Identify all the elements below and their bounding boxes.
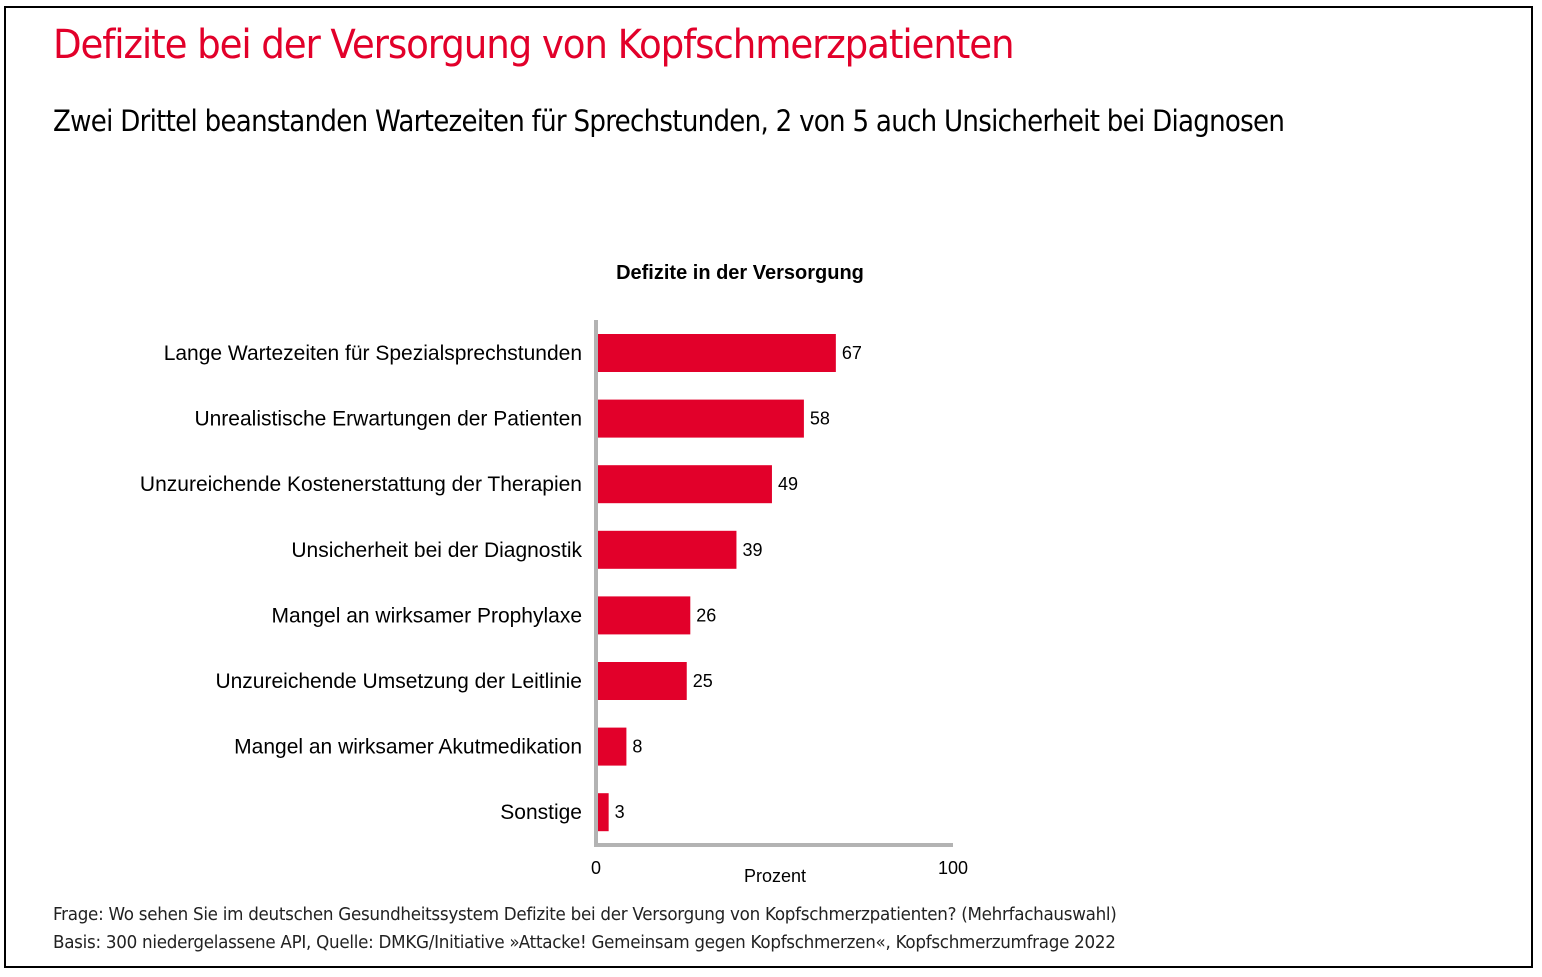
data-label: 39 [742,540,762,560]
bar [598,334,836,372]
footer-question: Frage: Wo sehen Sie im deutschen Gesundh… [53,904,1117,925]
page-subtitle: Zwei Drittel beanstanden Wartezeiten für… [53,104,1285,138]
chart-title: Defizite in der Versorgung [616,262,864,284]
category-label: Unzureichende Umsetzung der Leitlinie [215,670,582,693]
data-label: 58 [810,409,830,429]
category-label: Mangel an wirksamer Akutmedikation [234,736,582,759]
slide-frame [4,6,1533,968]
x-tick-label: 100 [938,858,968,878]
data-label: 25 [693,671,713,691]
data-label: 49 [778,474,798,494]
data-label: 8 [632,737,642,757]
x-axis-label: Prozent [744,866,806,886]
data-label: 3 [615,802,625,822]
bar [598,662,687,700]
x-tick-label: 0 [591,858,601,878]
footer-source: Basis: 300 niedergelassene API, Quelle: … [53,932,1116,953]
category-label: Mangel an wirksamer Prophylaxe [272,604,582,627]
page-title: Defizite bei der Versorgung von Kopfschm… [53,22,1015,68]
category-label: Unzureichende Kostenerstattung der Thera… [140,473,582,496]
data-label: 26 [696,605,716,625]
bar [598,596,691,635]
bar [598,530,737,569]
category-label: Unrealistische Erwartungen der Patienten [194,408,582,431]
category-label: Unsicherheit bei der Diagnostik [291,539,582,562]
bar [598,399,804,438]
bar [598,727,627,766]
data-label: 67 [842,343,862,363]
bar [598,793,609,832]
category-label: Lange Wartezeiten für Spezialsprechstund… [164,342,582,365]
category-label: Sonstige [500,801,582,824]
bar [598,465,772,504]
